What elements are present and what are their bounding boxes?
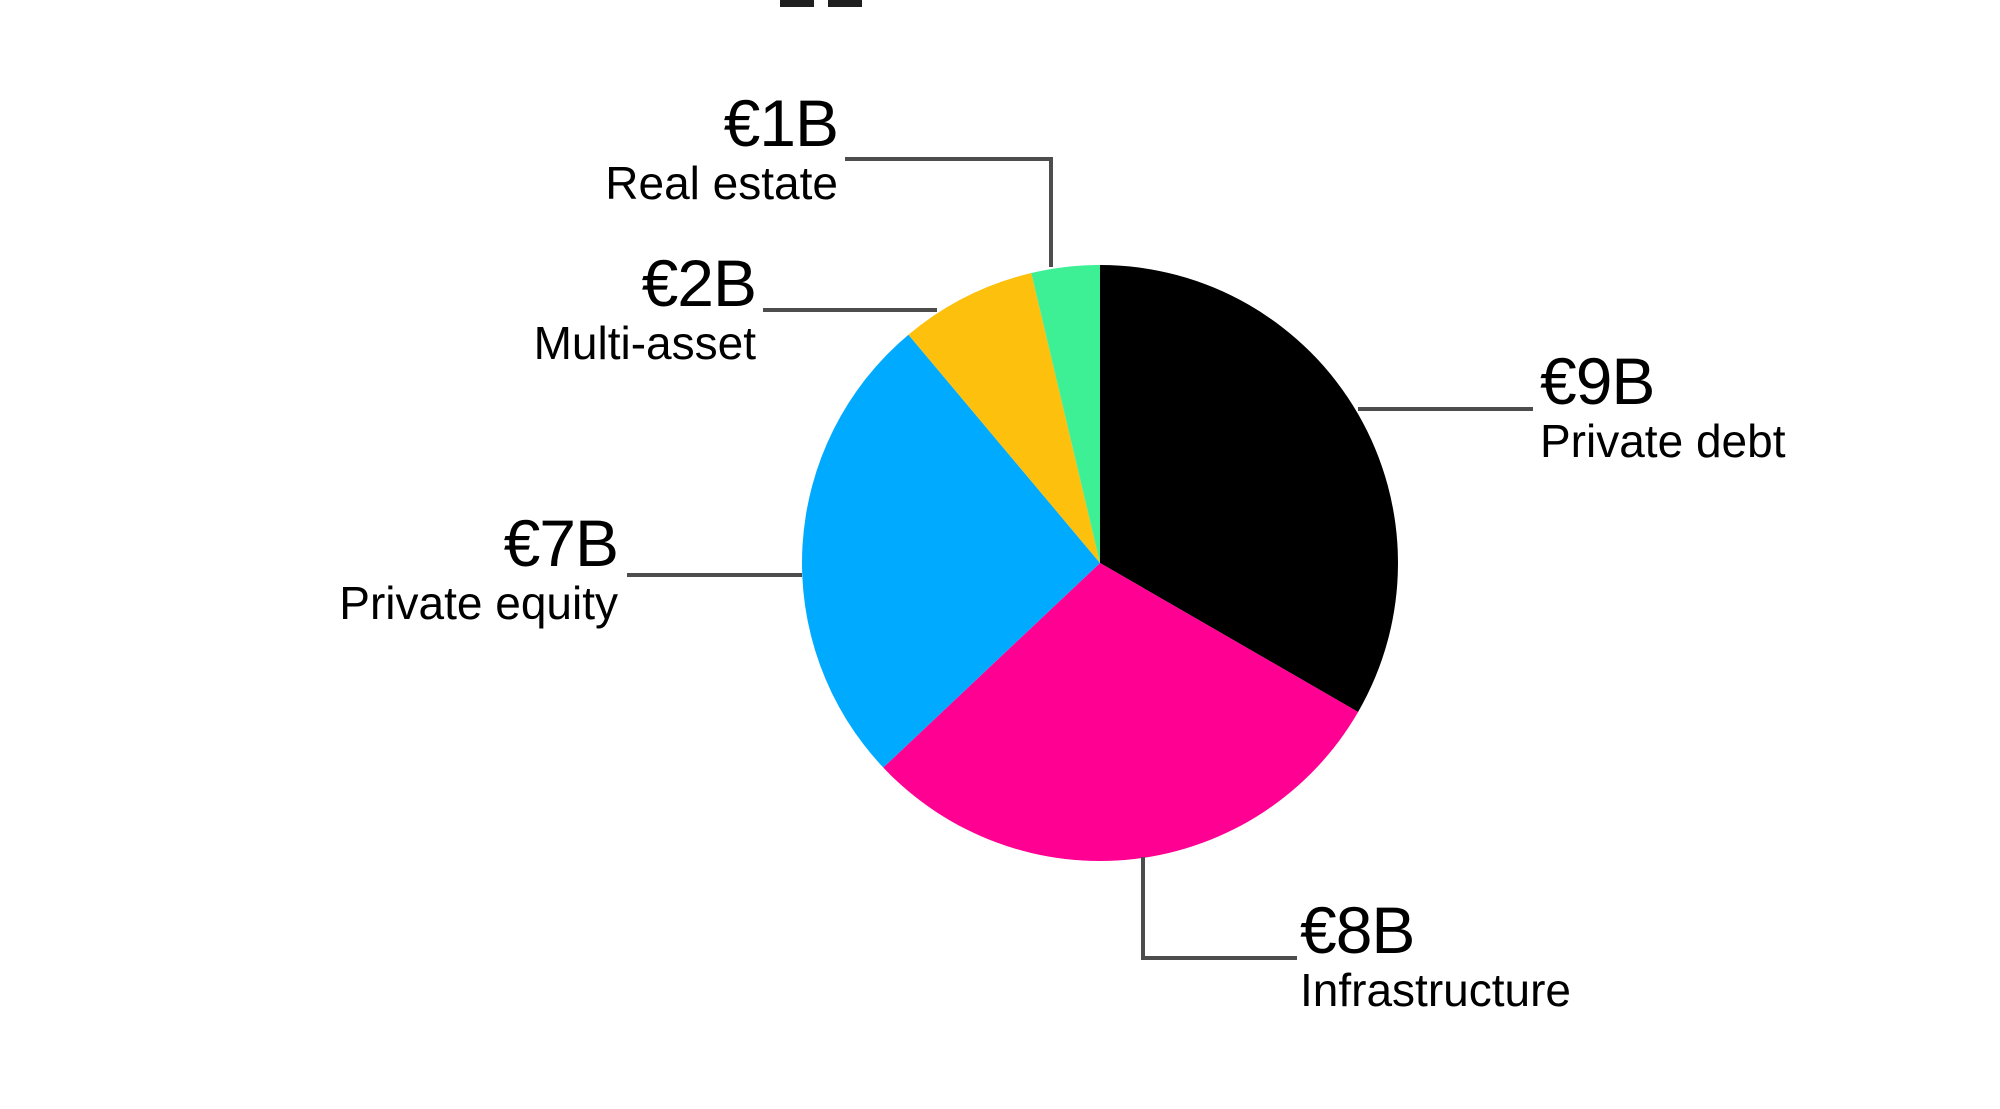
cropped-title-fragment — [780, 0, 814, 7]
slice-category-label: Real estate — [605, 157, 838, 209]
pie-slice-infrastructure — [883, 563, 1359, 862]
slice-value-label: €2B — [641, 246, 757, 320]
leader-line-real-estate — [845, 157, 1053, 161]
slice-category-label: Private debt — [1540, 415, 1786, 467]
leader-line-multi-asset — [763, 308, 937, 312]
callout-private-equity: €7B Private equity — [339, 506, 619, 629]
pie-slice-multi-asset — [908, 273, 1100, 563]
callout-private-debt: €9B Private debt — [1540, 346, 1785, 466]
slice-value-label: €8B — [1300, 893, 1415, 967]
callout-multi-asset: €2B Multi-asset — [533, 246, 757, 369]
slice-category-label: Multi-asset — [533, 317, 756, 369]
slice-value-label: €9B — [1540, 344, 1655, 418]
leader-line-infrastructure — [1141, 857, 1145, 960]
leader-line-private-debt — [1358, 407, 1533, 411]
pie-slice-private-debt — [1100, 265, 1399, 712]
slice-category-label: Infrastructure — [1300, 964, 1571, 1016]
callout-infrastructure: €8B Infrastructure — [1300, 895, 1571, 1015]
pie-slice-private-equity — [801, 334, 1100, 768]
callout-real-estate: €1B Real estate — [605, 86, 839, 209]
slice-value-label: €1B — [723, 86, 839, 160]
leader-line-private-equity — [627, 573, 802, 577]
pie-slice-real-estate — [1031, 265, 1100, 563]
slice-value-label: €7B — [503, 506, 619, 580]
slice-category-label: Private equity — [339, 577, 618, 629]
leader-line-real-estate — [1049, 157, 1053, 267]
leader-line-infrastructure — [1141, 956, 1297, 960]
cropped-title-fragment — [828, 0, 862, 7]
